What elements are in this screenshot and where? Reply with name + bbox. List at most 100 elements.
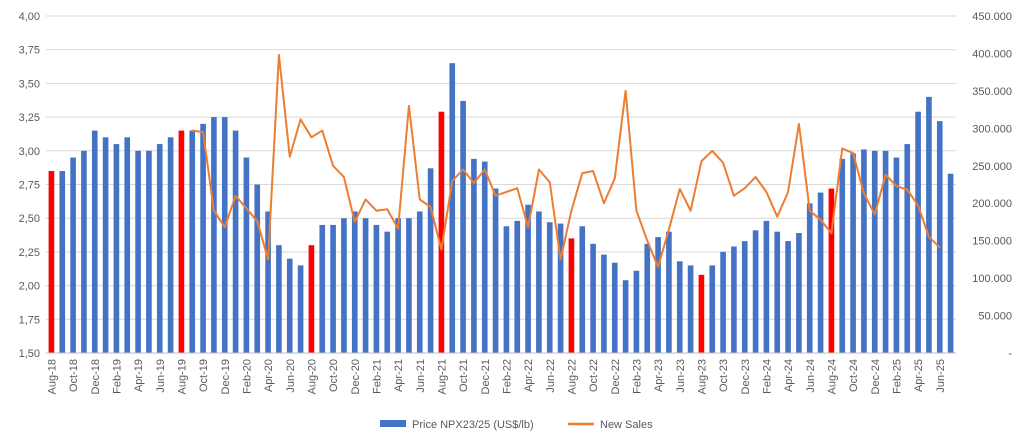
price-bar	[124, 137, 131, 353]
price-bar	[622, 280, 629, 353]
price-bar	[806, 203, 813, 353]
x-tick-label: Apr-21	[393, 359, 405, 392]
x-tick-label: Feb-19	[111, 359, 123, 394]
y-right-tick-label: 100.000	[972, 273, 1012, 285]
price-bar	[221, 117, 228, 353]
price-bar	[926, 96, 932, 353]
price-bar	[384, 231, 391, 353]
price-bar	[200, 123, 206, 353]
new-sales-line	[191, 53, 941, 268]
price-bar	[796, 233, 802, 353]
price-bar	[211, 117, 217, 353]
y-right-tick-label: 200.000	[972, 198, 1012, 210]
x-tick-label: Oct-22	[588, 359, 600, 392]
price-bar	[720, 251, 726, 353]
y-right-tick-label: 400.000	[972, 48, 1012, 60]
x-tick-label: Aug-24	[826, 359, 838, 394]
price-bar-highlighted	[308, 245, 315, 353]
y-right-tick-label: 350.000	[972, 86, 1012, 98]
x-tick-label: Dec-22	[610, 359, 622, 394]
price-bar	[601, 254, 607, 353]
price-bar	[666, 231, 672, 353]
price-bar	[687, 265, 694, 353]
price-bar-highlighted	[568, 238, 575, 353]
price-bar	[286, 258, 293, 353]
price-bar	[330, 224, 336, 353]
legend-label-new-sales: New Sales	[600, 419, 653, 431]
y-left-tick-label: 2,00	[19, 281, 40, 293]
price-bars	[48, 63, 954, 354]
x-tick-label: Jun-20	[285, 359, 297, 393]
price-bar	[731, 246, 737, 353]
x-tick-label: Apr-23	[653, 359, 665, 392]
price-bar	[243, 157, 250, 353]
price-bar	[449, 63, 456, 354]
x-tick-label: Oct-20	[328, 359, 340, 392]
x-tick-label: Apr-20	[263, 359, 275, 392]
price-bar	[406, 218, 412, 353]
y-left-tick-label: 2,75	[19, 180, 40, 192]
price-bar	[850, 153, 856, 353]
price-bar	[189, 130, 196, 353]
price-bar	[655, 237, 661, 353]
price-bar	[536, 211, 542, 353]
y-right-tick-label: -	[1008, 348, 1012, 360]
y-right-tick-label: 50.000	[978, 311, 1012, 323]
price-bar	[763, 220, 770, 353]
price-bar	[893, 157, 900, 353]
y-right-tick-label: 450.000	[972, 11, 1012, 23]
y-left-tick-label: 1,50	[19, 348, 40, 360]
price-bar	[254, 184, 261, 353]
price-bar	[882, 150, 889, 353]
price-bar	[579, 226, 586, 353]
price-bar	[427, 168, 434, 353]
price-bar	[113, 144, 120, 353]
price-bar	[492, 188, 499, 353]
x-tick-label: Jun-21	[415, 359, 427, 393]
left-axis: 1,50 1,75 2,00 2,25 2,50 2,75 3,00 3,25 3,50 3,75…	[19, 11, 40, 360]
price-bar	[460, 100, 466, 353]
y-left-tick-label: 3,25	[19, 112, 40, 124]
x-tick-label: Oct-21	[458, 359, 470, 392]
x-tick-label: Feb-21	[371, 359, 383, 394]
x-tick-label: Apr-22	[523, 359, 535, 392]
price-bar	[297, 265, 304, 353]
price-bar	[156, 144, 163, 353]
price-bar	[525, 204, 531, 353]
y-right-tick-label: 300.000	[972, 123, 1012, 135]
legend-swatch-price	[380, 420, 406, 427]
x-tick-label: Jun-24	[805, 359, 817, 393]
x-tick-label: Oct-23	[718, 359, 730, 392]
price-bar	[590, 243, 596, 353]
x-tick-label: Jun-22	[545, 359, 557, 393]
price-bar	[741, 241, 748, 353]
x-tick-label: Dec-19	[220, 359, 232, 394]
price-bar	[676, 261, 683, 353]
price-bar	[276, 245, 282, 353]
price-bar	[904, 144, 911, 353]
price-bar	[752, 230, 759, 353]
price-bar	[395, 218, 401, 353]
y-left-tick-label: 3,75	[19, 45, 40, 57]
price-bar	[936, 121, 943, 353]
price-bar-highlighted	[828, 188, 835, 353]
price-bar-highlighted	[178, 130, 185, 353]
price-bar	[319, 224, 326, 353]
price-bar	[416, 211, 423, 353]
x-tick-label: Aug-21	[436, 359, 448, 394]
x-tick-label: Jun-23	[675, 359, 687, 393]
price-bar	[146, 150, 152, 353]
price-bar	[102, 137, 109, 353]
price-bar	[644, 243, 651, 353]
grid-lines	[46, 15, 956, 354]
price-bar	[871, 150, 878, 353]
legend: Price NPX23/25 (US$/lb) New Sales	[380, 419, 653, 431]
x-tick-label: Apr-25	[913, 359, 925, 392]
price-bar-highlighted	[698, 274, 705, 353]
new-sales-line-group	[191, 53, 941, 268]
price-bar	[785, 241, 791, 353]
y-left-tick-label: 2,25	[19, 247, 40, 259]
x-tick-label: Dec-24	[870, 359, 882, 394]
price-bar	[709, 265, 716, 353]
price-bar	[91, 130, 98, 353]
